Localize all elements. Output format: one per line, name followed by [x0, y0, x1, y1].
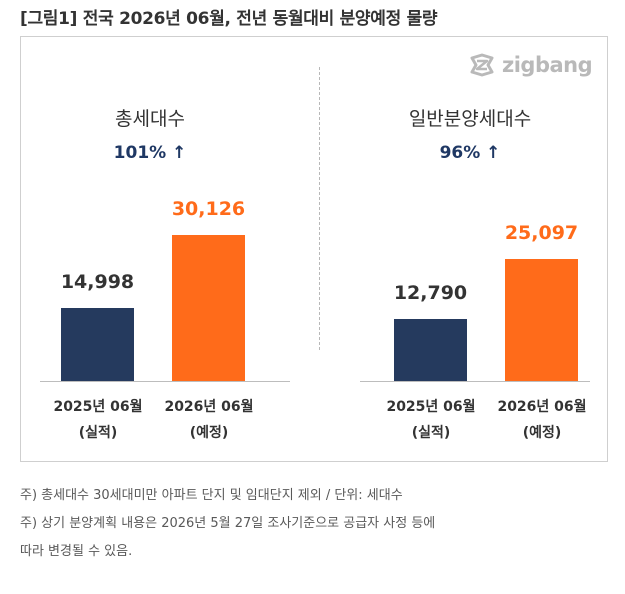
category-sublabel: (실적): [78, 425, 118, 441]
chart-frame: [20, 36, 608, 462]
change-general: 96% ↑: [439, 143, 501, 163]
baseline-general: [360, 381, 590, 382]
panel-title-general: 일반분양세대수: [408, 108, 532, 130]
footnote-2: 주) 상기 분양계획 내용은 2026년 5월 27일 조사기준으로 공급자 사…: [20, 516, 436, 531]
value-label-general-2025: 12,790: [393, 282, 468, 305]
change-total: 101% ↑: [113, 143, 187, 163]
bar-general-2026: [505, 259, 578, 381]
category-label-total-2025: 2025년 06월 (실적): [38, 394, 158, 446]
panel-divider: [319, 67, 320, 350]
category-label-total-2026: 2026년 06월 (예정): [149, 394, 269, 446]
baseline-total: [40, 381, 290, 382]
bar-general-2025: [394, 319, 467, 381]
category-date: 2026년 06월: [497, 399, 587, 415]
zigbang-logo-icon: [470, 53, 494, 77]
category-sublabel: (실적): [411, 425, 451, 441]
footnotes: 주) 총세대수 30세대미만 아파트 단지 및 임대단지 제외 / 단위: 세대…: [20, 482, 435, 566]
figure-title: [그림1] 전국 2026년 06월, 전년 동월대비 분양예정 물량: [20, 9, 438, 29]
bar-total-2025: [61, 308, 134, 381]
category-sublabel: (예정): [189, 425, 229, 441]
zigbang-logo: zigbang: [468, 52, 593, 78]
value-label-total-2026: 30,126: [171, 198, 246, 220]
panel-title-total: 총세대수: [115, 108, 185, 130]
footnote-3: 따라 변경될 수 있음.: [20, 544, 133, 559]
category-label-general-2026: 2026년 06월 (예정): [482, 394, 602, 446]
category-sublabel: (예정): [522, 425, 562, 441]
value-label-general-2026: 25,097: [504, 222, 579, 245]
category-date: 2025년 06월: [386, 399, 476, 415]
zigbang-logo-text: zigbang: [502, 52, 593, 77]
category-date: 2026년 06월: [164, 399, 254, 415]
footnote-1: 주) 총세대수 30세대미만 아파트 단지 및 임대단지 제외 / 단위: 세대…: [20, 488, 403, 503]
category-date: 2025년 06월: [53, 399, 143, 415]
category-label-general-2025: 2025년 06월 (실적): [371, 394, 491, 446]
value-label-total-2025: 14,998: [60, 271, 135, 294]
bar-total-2026: [172, 235, 245, 381]
